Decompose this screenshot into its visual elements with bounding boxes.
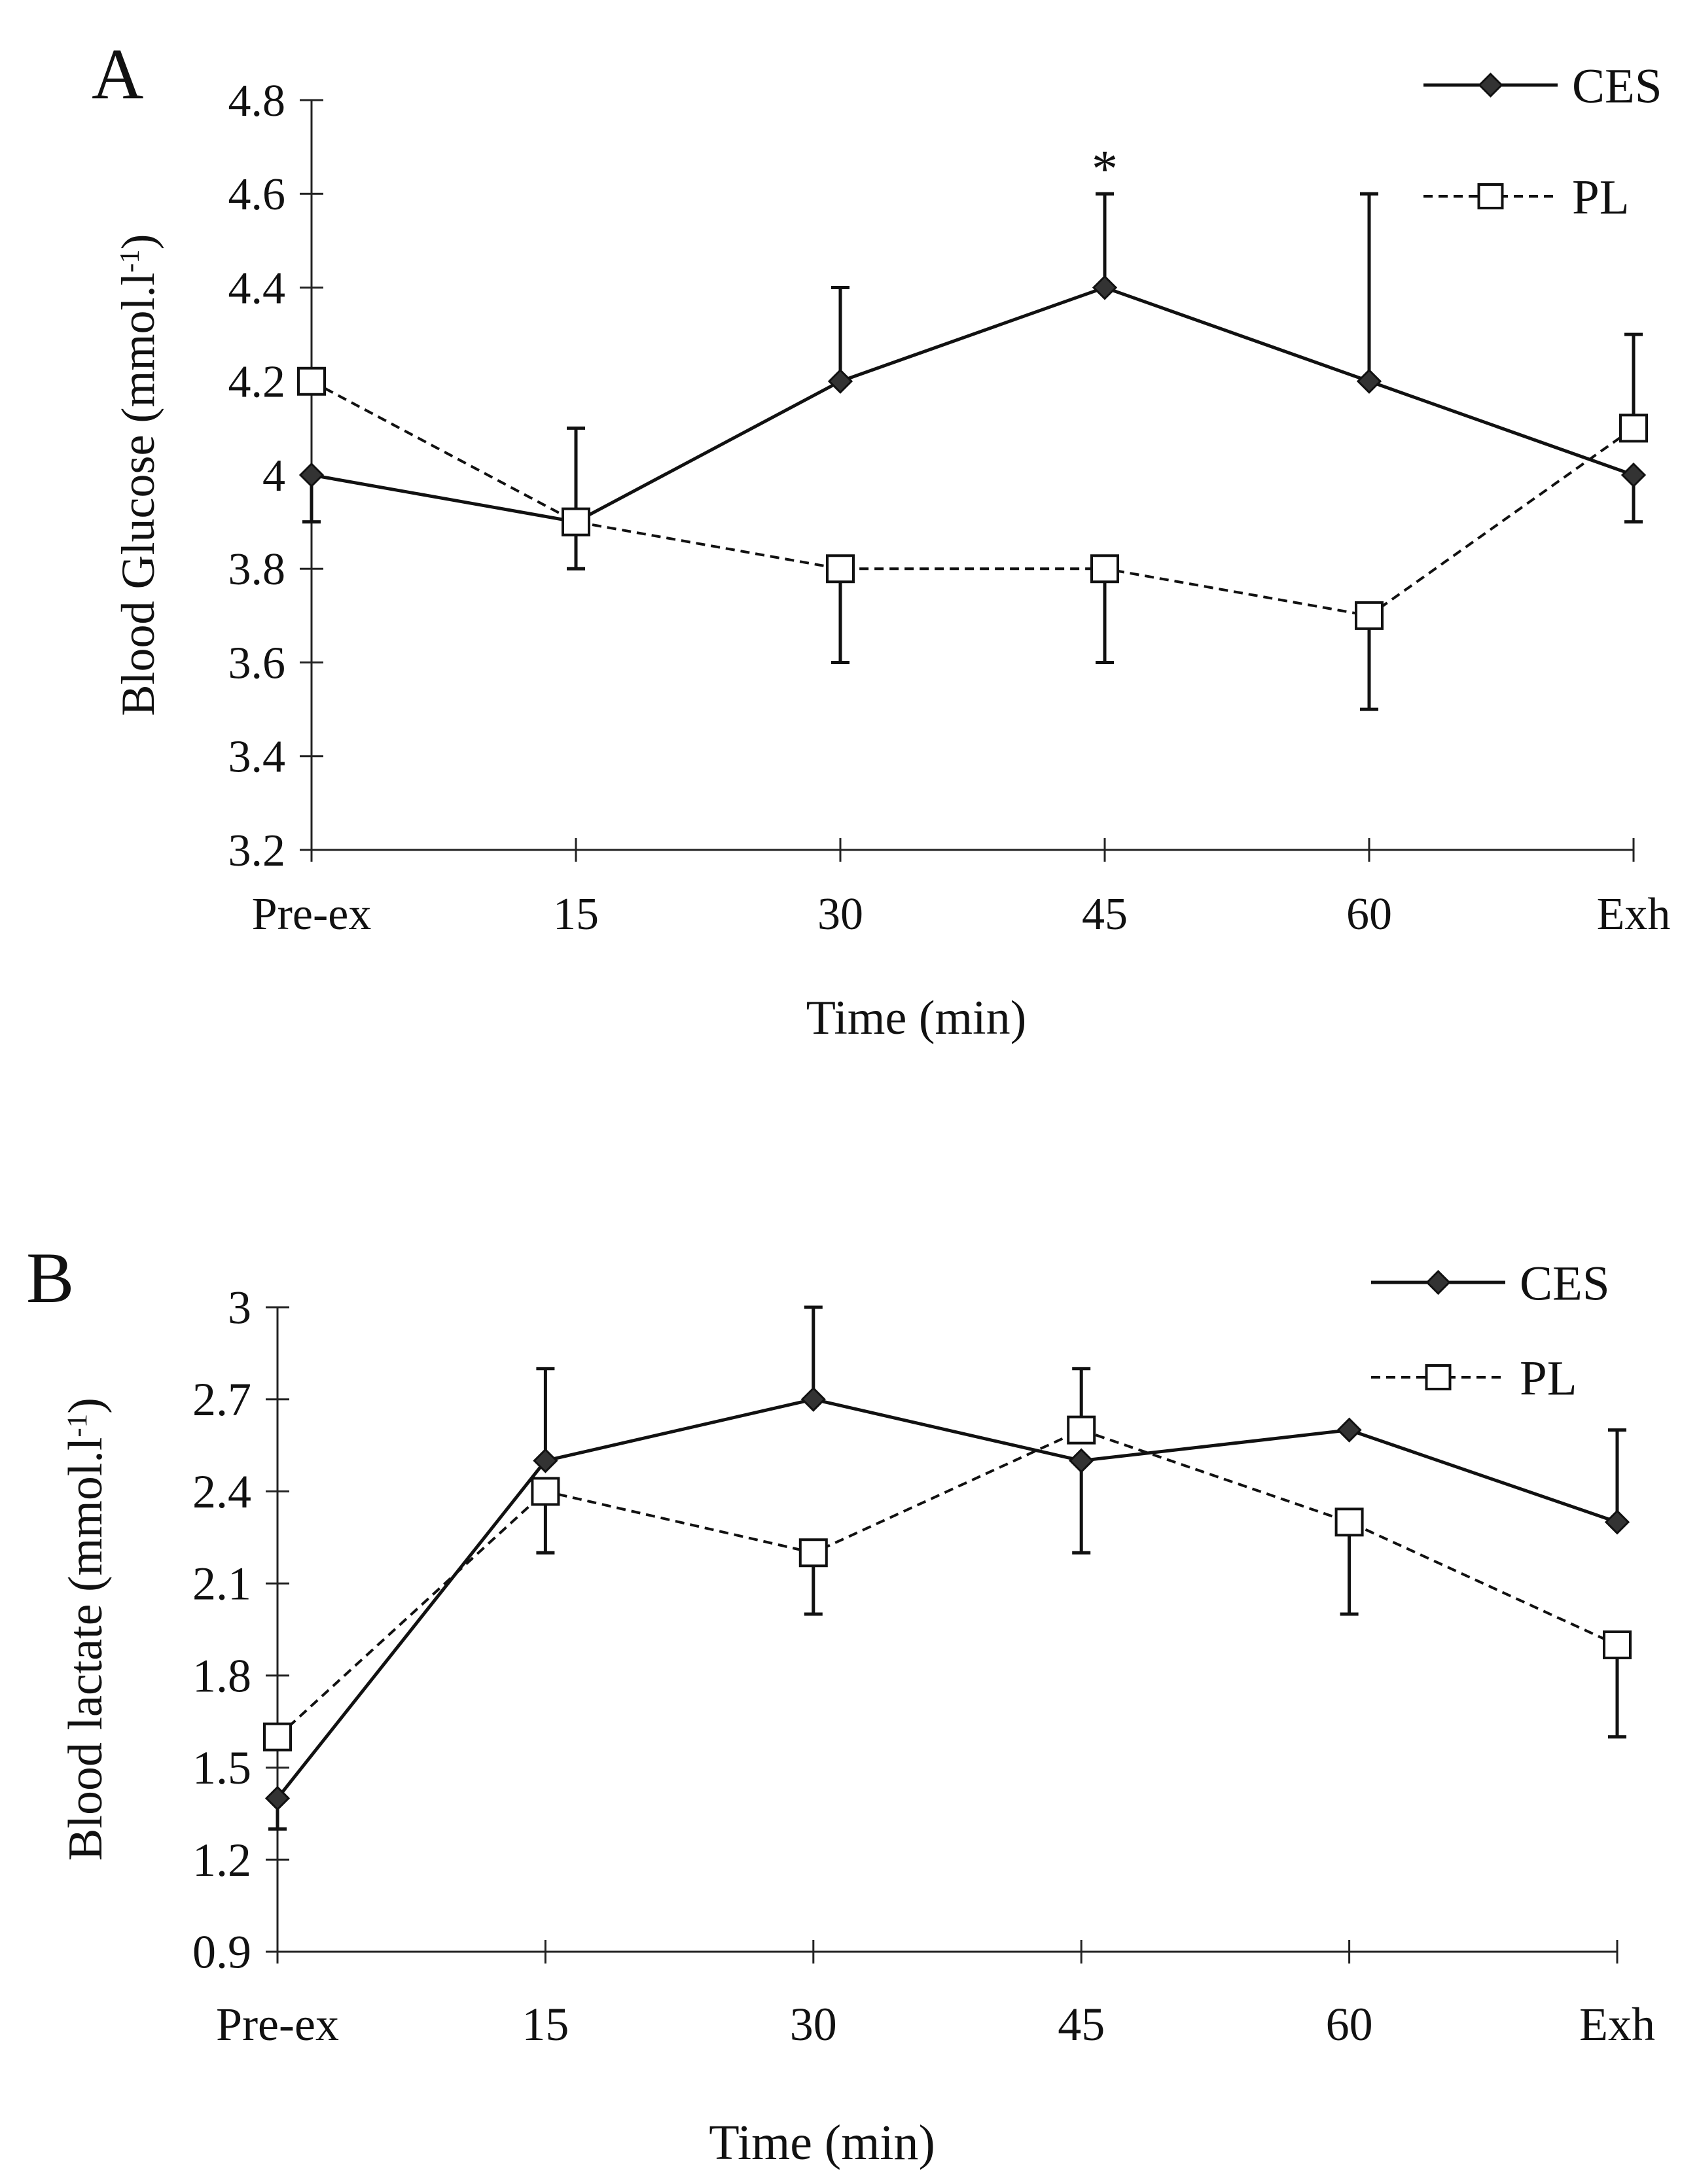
data-point-diamond bbox=[1620, 462, 1647, 488]
series-line bbox=[311, 379, 1635, 617]
data-point-square bbox=[263, 1722, 292, 1752]
y-tick-label: 2.1 bbox=[192, 1558, 251, 1610]
y-tick-label: 2.4 bbox=[192, 1466, 251, 1518]
data-point-square bbox=[1619, 414, 1648, 443]
x-tick-label: Pre-ex bbox=[252, 889, 372, 940]
x-tick-label: 60 bbox=[1326, 1998, 1373, 2051]
x-tick-label: 45 bbox=[1082, 889, 1128, 940]
legend-label: PL bbox=[1572, 170, 1630, 224]
data-point-square bbox=[1334, 1507, 1364, 1537]
series-pl bbox=[297, 332, 1648, 711]
panel-label: A bbox=[92, 34, 143, 114]
legend-label: CES bbox=[1520, 1256, 1610, 1311]
panel-b-lactate-chart: B 0.9 1.2 1.5 1.8 2.1 2.4 2.7 3 Pre-ex 15 30 45 60 Exh… bbox=[26, 1238, 1655, 2170]
x-tick-label: 60 bbox=[1346, 889, 1392, 940]
data-point-diamond bbox=[298, 462, 325, 488]
x-axis-label: Time (min) bbox=[709, 2115, 935, 2170]
y-tick-label: 2.7 bbox=[192, 1373, 251, 1426]
y-tick-label: 3.8 bbox=[228, 544, 286, 595]
y-tick-label: 0.9 bbox=[192, 1926, 251, 1978]
y-tick-label: 3 bbox=[228, 1281, 251, 1333]
y-tick-label: 4.6 bbox=[228, 169, 286, 220]
y-tick-label: 4.8 bbox=[228, 76, 286, 126]
legend: CES PL bbox=[1423, 59, 1662, 224]
data-point-diamond bbox=[264, 1786, 291, 1811]
x-tick-label: 15 bbox=[522, 1998, 569, 2051]
legend: CES PL bbox=[1371, 1256, 1610, 1405]
x-axis-label: Time (min) bbox=[806, 991, 1026, 1045]
data-point-diamond bbox=[1604, 1509, 1630, 1535]
legend-marker-square bbox=[1425, 1364, 1452, 1390]
y-tick-label: 1.2 bbox=[192, 1834, 251, 1886]
data-point-diamond bbox=[827, 368, 853, 394]
series-line bbox=[276, 1428, 1618, 1738]
legend-label: PL bbox=[1520, 1351, 1577, 1405]
series-line bbox=[311, 285, 1634, 524]
panel-a-glucose-chart: A 3.2 3.4 3.6 3.8 4 4.2 4.4 4.6 4.8 Pre-ex 15 30 45 60… bbox=[92, 34, 1670, 1045]
y-axis-label: Blood Glucose (mmol.l-1) bbox=[112, 234, 164, 716]
data-point-square bbox=[531, 1477, 560, 1506]
x-tick-label: 45 bbox=[1058, 1998, 1105, 2051]
data-point-square bbox=[1090, 554, 1119, 584]
y-tick-label: 3.6 bbox=[228, 638, 286, 688]
y-tick-label: 4.4 bbox=[228, 263, 286, 313]
x-tick-label: 30 bbox=[790, 1998, 837, 2051]
data-point-square bbox=[826, 554, 855, 584]
legend-label: CES bbox=[1572, 59, 1662, 113]
data-point-square bbox=[1067, 1415, 1096, 1445]
data-point-diamond bbox=[1356, 368, 1382, 394]
series-line bbox=[276, 1398, 1618, 1800]
data-point-square bbox=[562, 507, 590, 537]
data-point-square bbox=[1603, 1630, 1632, 1659]
y-tick-label: 1.8 bbox=[192, 1649, 251, 1702]
data-point-diamond bbox=[1336, 1417, 1362, 1443]
legend-marker-square bbox=[1477, 183, 1504, 209]
series-ces bbox=[298, 192, 1647, 571]
y-tick-label: 3.4 bbox=[228, 732, 286, 783]
data-point-diamond bbox=[1069, 1448, 1094, 1473]
data-point-square bbox=[798, 1538, 828, 1568]
significance-asterisk: * bbox=[1092, 140, 1118, 198]
data-point-diamond bbox=[800, 1386, 826, 1412]
x-tick-label: Pre-ex bbox=[216, 1998, 339, 2051]
series-pl bbox=[263, 1367, 1632, 1752]
y-tick-label: 4 bbox=[262, 451, 285, 501]
y-tick-label: 1.5 bbox=[192, 1742, 251, 1794]
series-ces bbox=[264, 1305, 1630, 1831]
data-point-diamond bbox=[533, 1448, 558, 1473]
data-point-square bbox=[1355, 601, 1384, 630]
panel-label: B bbox=[26, 1238, 74, 1318]
x-tick-label: 15 bbox=[553, 889, 599, 940]
legend-marker-diamond bbox=[1425, 1269, 1451, 1295]
y-axis-label: Blood lactate (mmol.l-1) bbox=[59, 1398, 113, 1861]
legend-marker-diamond bbox=[1478, 72, 1503, 98]
x-tick-label: Exh bbox=[1579, 1998, 1655, 2051]
y-tick-label: 3.2 bbox=[228, 826, 286, 876]
data-point-diamond bbox=[1092, 275, 1118, 300]
y-tick-label: 4.2 bbox=[228, 357, 286, 408]
x-tick-label: 30 bbox=[817, 889, 863, 940]
data-point-square bbox=[297, 366, 326, 396]
x-tick-label: Exh bbox=[1597, 889, 1671, 940]
